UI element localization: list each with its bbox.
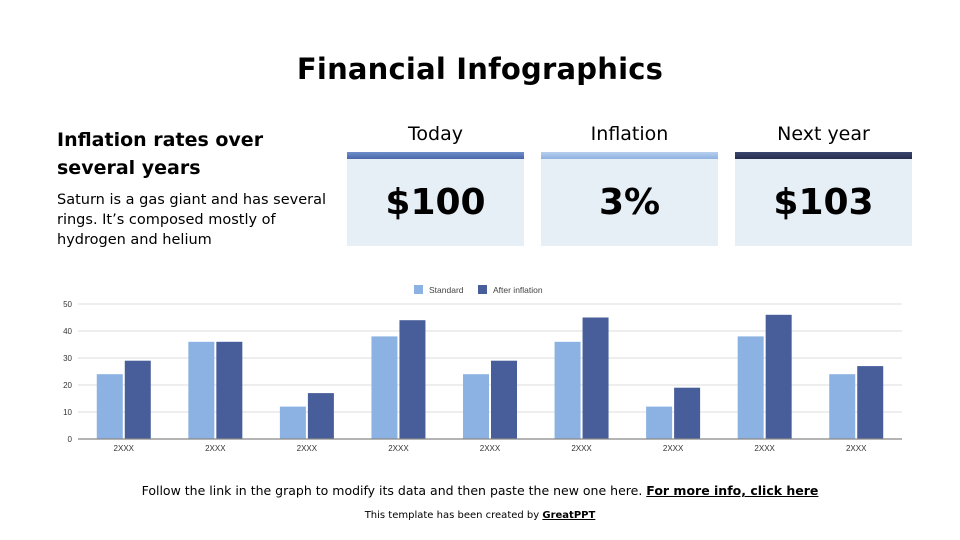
y-tick-label: 10 <box>63 408 72 417</box>
bar-standard[interactable] <box>646 406 673 439</box>
x-tick-label: 2XXX <box>754 444 775 453</box>
card-label: Inflation <box>590 123 669 145</box>
x-tick-label: 2XXX <box>297 444 318 453</box>
bar-standard[interactable] <box>371 336 398 439</box>
card-accent-bar <box>347 152 524 159</box>
section-subtitle: Inflation rates over several years <box>57 129 264 179</box>
card-inflation: Inflation 3% <box>541 120 718 246</box>
card-value: 3% <box>541 159 718 246</box>
x-tick-label: 2XXX <box>114 444 135 453</box>
footer-credit: This template has been created by GreatP… <box>0 510 960 521</box>
footer-instructions: Follow the link in the graph to modify i… <box>0 483 960 498</box>
bar-standard[interactable] <box>96 374 123 439</box>
bar-after-inflation[interactable] <box>674 387 701 439</box>
x-tick-label: 2XXX <box>480 444 501 453</box>
card-next-year: Next year $103 <box>735 120 912 246</box>
x-tick-label: 2XXX <box>663 444 684 453</box>
x-tick-label: 2XXX <box>205 444 226 453</box>
card-label: Next year <box>777 123 870 145</box>
credit-text: This template has been created by <box>364 510 540 521</box>
y-tick-label: 50 <box>63 300 72 309</box>
bar-after-inflation[interactable] <box>857 366 884 439</box>
greatppt-link[interactable]: GreatPPT <box>542 510 596 521</box>
more-info-link[interactable]: For more info, click here <box>646 483 819 498</box>
y-tick-label: 0 <box>68 435 73 444</box>
card-value: $100 <box>347 159 524 246</box>
card-today: Today $100 <box>347 120 524 246</box>
bar-after-inflation[interactable] <box>582 317 609 440</box>
bar-after-inflation[interactable] <box>216 341 243 439</box>
y-tick-label: 40 <box>63 327 72 336</box>
bar-chart[interactable]: 0 10 20 30 40 50 2XXX 2XXX 2XXX 2XXX 2XXX 2XXX 2XXX 2… <box>56 280 908 460</box>
bar-after-inflation[interactable] <box>491 360 517 439</box>
page-title: Financial Infographics <box>296 52 664 86</box>
legend-standard-label: Standard <box>429 285 464 295</box>
card-accent-bar <box>735 152 912 159</box>
footer-text: Follow the link in the graph to modify i… <box>141 483 643 498</box>
card-value: $103 <box>735 159 912 246</box>
bar-standard[interactable] <box>188 341 215 439</box>
bar-after-inflation[interactable] <box>399 320 426 439</box>
card-label: Today <box>408 123 463 145</box>
legend-after-inflation-swatch <box>478 285 487 294</box>
y-tick-label: 30 <box>63 354 72 363</box>
bar-after-inflation[interactable] <box>765 314 792 439</box>
description-text: Saturn is a gas giant and has several ri… <box>57 192 326 248</box>
x-tick-label: 2XXX <box>846 444 867 453</box>
legend-after-inflation-label: After inflation <box>493 285 543 295</box>
y-tick-label: 20 <box>63 381 72 390</box>
bar-standard[interactable] <box>829 374 856 439</box>
bar-after-inflation[interactable] <box>307 393 334 439</box>
x-tick-label: 2XXX <box>388 444 409 453</box>
legend-standard-swatch <box>414 285 423 294</box>
x-tick-label: 2XXX <box>571 444 592 453</box>
card-accent-bar <box>541 152 718 159</box>
bar-standard[interactable] <box>279 406 306 439</box>
bar-standard[interactable] <box>737 336 764 439</box>
bar-standard[interactable] <box>463 374 489 439</box>
bar-after-inflation[interactable] <box>124 360 151 439</box>
bar-standard[interactable] <box>554 341 581 439</box>
